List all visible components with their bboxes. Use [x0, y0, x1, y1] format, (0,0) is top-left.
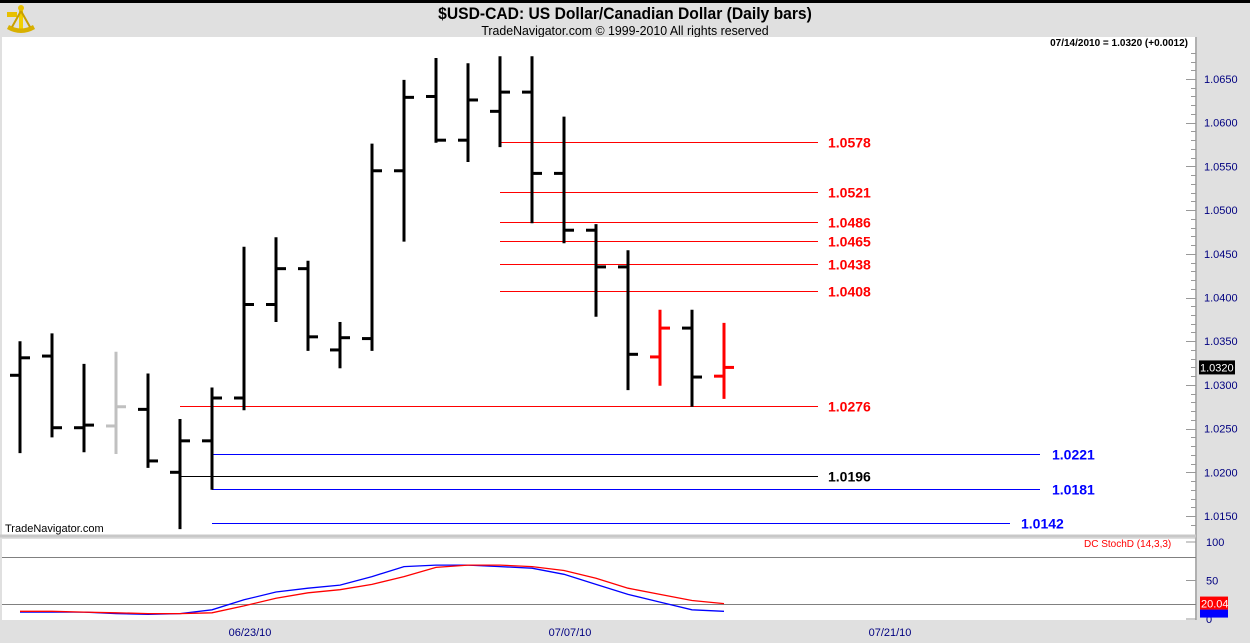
levels-layer: 1.0578 1.0521 1.0486 1.0465 1.0438 1.0408 1.02… — [180, 135, 1095, 532]
y-tick-label: 1.0400 — [1204, 293, 1238, 305]
x-axis: 06/23/10 07/07/10 07/21/10 — [229, 627, 912, 639]
y-tick-label: 1.0650 — [1204, 74, 1238, 86]
stoch-blue-value-box — [1200, 609, 1228, 618]
level-label: 1.0408 — [828, 284, 871, 300]
level-label: 1.0465 — [828, 234, 871, 250]
x-tick-label: 07/21/10 — [869, 627, 912, 639]
level-label: 1.0486 — [828, 215, 871, 231]
ohlc-bar — [234, 246, 254, 411]
ohlc-bar — [490, 56, 510, 148]
y-tick-label: 1.0450 — [1204, 249, 1238, 261]
ohlc-bar — [106, 351, 126, 454]
level-label: 1.0196 — [828, 469, 871, 485]
ohlc-bar — [362, 143, 382, 351]
bars-layer — [10, 56, 734, 530]
stoch-value-box — [1200, 596, 1228, 610]
ohlc-bar — [138, 373, 158, 468]
window-top-border — [0, 0, 1250, 3]
ohlc-bar — [330, 321, 350, 369]
ohlc-bar — [170, 418, 190, 530]
ohlc-bar — [682, 309, 702, 407]
ohlc-bar — [714, 322, 734, 399]
x-tick-label: 07/07/10 — [549, 627, 592, 639]
ohlc-bar — [522, 56, 542, 224]
y-tick-label: 1.0300 — [1204, 380, 1238, 392]
y-tick-label: 1.0500 — [1204, 205, 1238, 217]
stoch-tick-label: 100 — [1206, 537, 1224, 549]
ohlc-bar — [394, 79, 414, 242]
ohlc-bar — [266, 237, 286, 322]
ohlc-bar — [10, 341, 30, 454]
y-tick-label: 1.0150 — [1204, 511, 1238, 523]
level-label: 1.0521 — [828, 185, 871, 201]
stochastic-layer: 100 50 0 20.04 — [2, 537, 1229, 626]
level-label: 1.0221 — [1052, 447, 1095, 463]
ohlc-bar — [298, 260, 318, 351]
last-quote: 07/14/2010 = 1.0320 (+0.0012) — [1050, 38, 1188, 49]
level-label: 1.0181 — [1052, 482, 1095, 498]
price-panel — [2, 37, 1196, 535]
stoch-tick-label: 50 — [1206, 576, 1218, 588]
level-label: 1.0438 — [828, 257, 871, 273]
stoch-line — [20, 564, 725, 616]
stoch-value-label: 20.04 — [1201, 599, 1229, 611]
indicator-label: DC StochD (14,3,3) — [1084, 539, 1172, 550]
y-tick-label: 1.0200 — [1204, 467, 1238, 479]
ohlc-bar — [650, 309, 670, 386]
last-price-box — [1199, 360, 1235, 375]
chart-subtitle: TradeNavigator.com © 1999-2010 All right… — [481, 23, 769, 38]
watermark: TradeNavigator.com — [5, 523, 104, 535]
level-label: 1.0276 — [828, 399, 871, 415]
x-tick-label: 06/23/10 — [229, 627, 272, 639]
ohlc-bar — [426, 58, 446, 143]
ohlc-bar — [458, 63, 478, 163]
y-tick-label: 1.0350 — [1204, 336, 1238, 348]
y-axis: 1.0650 1.0600 1.0550 1.0500 1.0450 1.0400 1.03… — [1186, 53, 1238, 526]
chart-title: $USD-CAD: US Dollar/Canadian Dollar (Dai… — [438, 4, 812, 23]
ohlc-bar — [202, 387, 222, 490]
ohlc-bar — [554, 116, 574, 244]
stoch-line — [20, 564, 725, 615]
ohlc-bar — [618, 250, 638, 391]
y-tick-label: 1.0550 — [1204, 161, 1238, 173]
level-label: 1.0578 — [828, 135, 871, 151]
ohlc-bar — [586, 224, 606, 317]
y-tick-label: 1.0600 — [1204, 118, 1238, 130]
level-label: 1.0142 — [1021, 516, 1064, 532]
sextant-icon — [7, 5, 35, 33]
ohlc-bar — [74, 363, 94, 453]
y-tick-label: 1.0250 — [1204, 424, 1238, 436]
stoch-tick-label: 0 — [1206, 614, 1212, 626]
last-price-label: 1.0320 — [1200, 362, 1234, 374]
ohlc-bar — [42, 333, 62, 438]
